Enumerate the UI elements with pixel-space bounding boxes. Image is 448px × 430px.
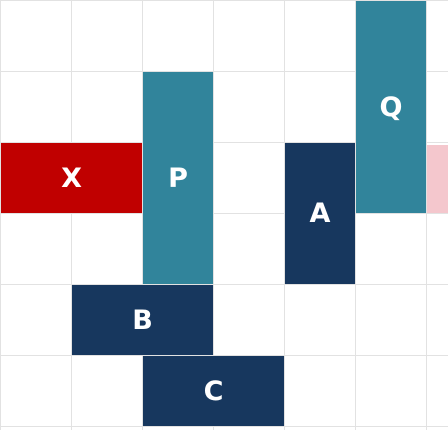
block-label: X	[61, 162, 82, 194]
grid-line-horizontal	[0, 0, 448, 1]
block-label: B	[132, 304, 153, 336]
p-block[interactable]: P	[143, 72, 213, 284]
grid-line-horizontal	[0, 426, 448, 427]
grid-line-vertical	[355, 0, 356, 430]
block-label: Q	[379, 91, 403, 123]
q-block[interactable]: Q	[356, 1, 426, 213]
grid-line-vertical	[284, 0, 285, 430]
grid-line-vertical	[71, 0, 72, 430]
block-label: A	[309, 198, 331, 229]
grid-line-vertical	[0, 0, 1, 430]
b-block[interactable]: B	[72, 285, 213, 355]
grid-line-horizontal	[0, 213, 448, 214]
grid-line-horizontal	[0, 71, 448, 72]
grid-line-horizontal	[0, 284, 448, 285]
grid-line-horizontal	[0, 142, 448, 143]
c-block[interactable]: C	[143, 356, 284, 426]
grid-line-horizontal	[0, 355, 448, 356]
block-label: P	[168, 162, 188, 194]
grid-line-vertical	[142, 0, 143, 430]
exit-marker	[427, 145, 448, 213]
block-label: C	[203, 375, 224, 407]
grid-line-vertical	[213, 0, 214, 430]
a-block[interactable]: A	[285, 143, 355, 284]
grid-line-vertical	[426, 0, 427, 430]
x-block[interactable]: X	[1, 143, 142, 213]
